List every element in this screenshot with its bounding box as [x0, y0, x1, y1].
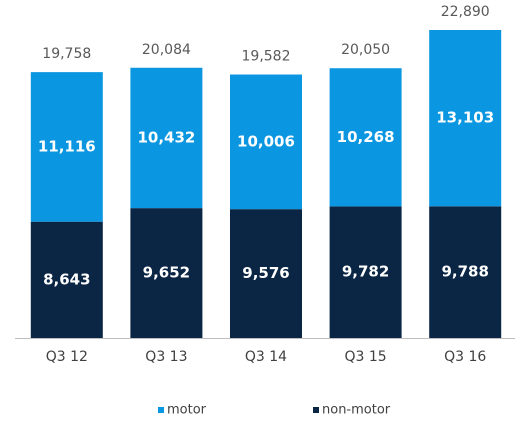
bar-segment — [329, 68, 402, 207]
x-tick-label: Q3 15 — [344, 349, 386, 365]
legend-label: non-motor — [322, 403, 391, 418]
segment-label: 9,788 — [441, 263, 488, 281]
segment-label: 13,103 — [436, 109, 494, 127]
segment-label: 10,268 — [337, 128, 395, 146]
x-tick-label: Q3 16 — [444, 349, 486, 365]
total-label: 20,084 — [142, 42, 191, 58]
bar-segment — [130, 208, 203, 338]
bar-segment — [429, 206, 502, 338]
total-label: 19,582 — [242, 49, 291, 65]
bar-segment — [30, 221, 103, 338]
segment-label: 9,576 — [242, 264, 289, 282]
segment-label: 10,006 — [237, 132, 295, 150]
total-label: 19,758 — [42, 46, 91, 62]
segment-label: 11,116 — [38, 137, 96, 155]
x-tick-label: Q3 14 — [245, 349, 287, 365]
segment-label: 9,782 — [342, 263, 389, 281]
bar-segment — [230, 209, 302, 338]
segment-label: 8,643 — [43, 270, 90, 288]
bar-segment — [230, 74, 302, 210]
segment-label: 9,652 — [143, 264, 190, 282]
bar-segment — [30, 72, 103, 222]
bar-segment — [429, 30, 502, 207]
legend-label: motor — [167, 403, 207, 418]
bar-segment — [130, 67, 203, 209]
x-tick-label: Q3 13 — [145, 349, 187, 365]
segment-label: 10,432 — [137, 128, 195, 146]
legend-swatch — [313, 407, 319, 413]
total-label: 20,050 — [341, 42, 390, 58]
legend-swatch — [158, 407, 164, 413]
bar-segment — [329, 206, 402, 338]
x-tick-label: Q3 12 — [46, 349, 88, 365]
total-label: 22,890 — [441, 4, 490, 20]
